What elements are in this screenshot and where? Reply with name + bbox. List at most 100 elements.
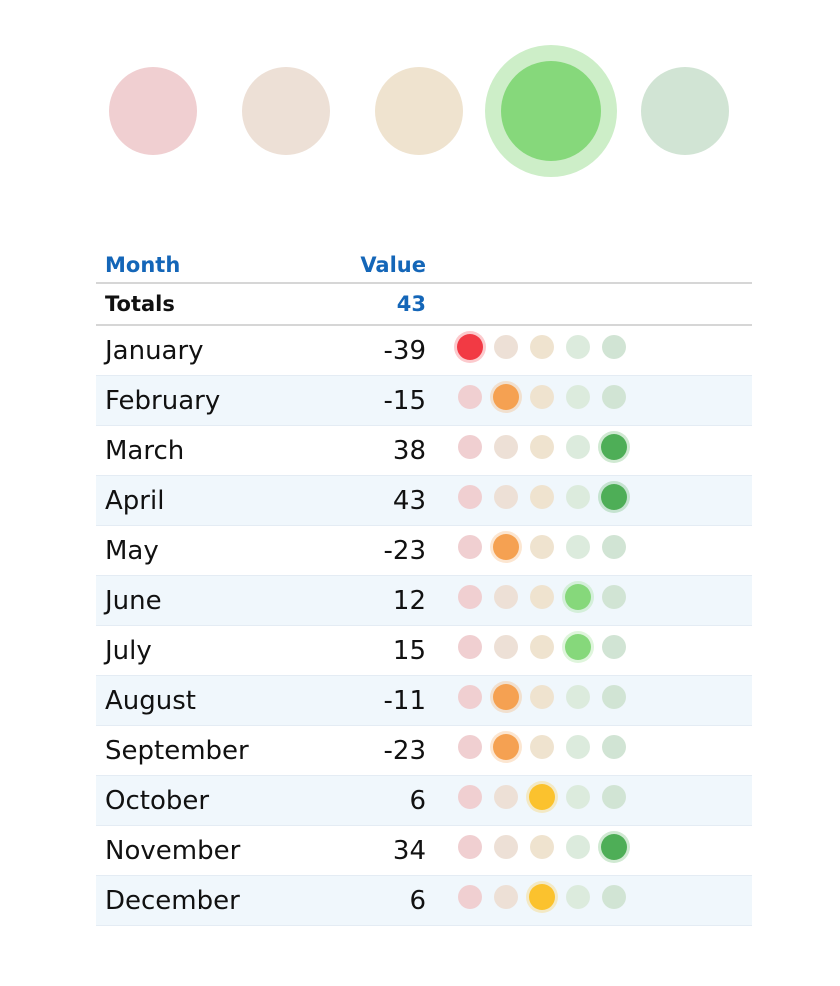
active-bucket-dot [565,634,591,660]
row-bucket-indicator [450,576,650,625]
inactive-bucket-dot [530,635,554,659]
month-cell: August [105,685,196,716]
value-cell: -11 [383,685,426,716]
inactive-bucket-dot [602,735,626,759]
inactive-bucket-dot [602,585,626,609]
month-cell: May [105,535,159,566]
inactive-bucket-dot [602,885,626,909]
row-bucket-indicator [450,426,650,475]
inactive-bucket-dot [458,385,482,409]
inactive-bucket-dot [458,785,482,809]
month-cell: June [105,585,162,616]
value-cell: -23 [383,735,426,766]
table-row: September -23 [96,726,752,776]
inactive-bucket-dot [602,685,626,709]
inactive-bucket-dot [602,535,626,559]
inactive-bucket-dot [530,385,554,409]
row-bucket-indicator [450,876,650,925]
value-cell: 34 [392,835,426,866]
row-bucket-indicator [450,626,650,675]
inactive-bucket-dot [458,735,482,759]
total-bucket-indicator [109,45,729,177]
totals-value: 43 [396,292,426,316]
table-row: December 6 [96,876,752,926]
value-cell: -23 [383,535,426,566]
table-row: November 34 [96,826,752,876]
row-bucket-indicator [450,526,650,575]
active-bucket-dot [601,434,627,460]
inactive-bucket-dot [458,485,482,509]
month-cell: April [105,485,165,516]
inactive-bucket-dot [602,635,626,659]
month-column-header[interactable]: Month [105,253,181,277]
row-bucket-indicator [450,826,650,875]
inactive-bucket-dot [494,835,518,859]
row-bucket-indicator [450,726,650,775]
inactive-bucket-dot [530,535,554,559]
inactive-bucket-dot [458,435,482,459]
inactive-bucket-bubble [375,67,463,155]
inactive-bucket-dot [602,385,626,409]
value-cell: -15 [383,385,426,416]
inactive-bucket-dot [494,435,518,459]
value-cell: -39 [383,335,426,366]
inactive-bucket-bubble [242,67,330,155]
row-bucket-indicator [450,676,650,725]
inactive-bucket-dot [602,335,626,359]
row-bucket-indicator [450,376,650,425]
inactive-bucket-dot [530,735,554,759]
value-cell: 6 [409,785,426,816]
inactive-bucket-dot [530,485,554,509]
table-row: April 43 [96,476,752,526]
table-row: January -39 [96,326,752,376]
inactive-bucket-dot [458,585,482,609]
value-cell: 43 [392,485,426,516]
inactive-bucket-bubble [109,67,197,155]
active-bucket-dot [529,784,555,810]
inactive-bucket-dot [494,885,518,909]
value-column-header[interactable]: Value [360,253,426,277]
inactive-bucket-dot [458,685,482,709]
month-cell: January [105,335,204,366]
inactive-bucket-dot [458,635,482,659]
month-cell: December [105,885,240,916]
row-bucket-indicator [450,326,650,375]
inactive-bucket-dot [566,385,590,409]
table-row: August -11 [96,676,752,726]
inactive-bucket-dot [458,535,482,559]
inactive-bucket-dot [458,835,482,859]
value-cell: 6 [409,885,426,916]
inactive-bucket-dot [494,485,518,509]
inactive-bucket-dot [530,435,554,459]
inactive-bucket-dot [494,785,518,809]
active-bucket-dot [601,834,627,860]
month-cell: July [105,635,152,666]
table-row: February -15 [96,376,752,426]
active-bucket-dot [493,684,519,710]
inactive-bucket-dot [566,535,590,559]
inactive-bucket-dot [566,885,590,909]
month-cell: September [105,735,249,766]
table-row: March 38 [96,426,752,476]
table-row: June 12 [96,576,752,626]
table-row: May -23 [96,526,752,576]
row-bucket-indicator [450,476,650,525]
inactive-bucket-dot [494,635,518,659]
table-header-row: Month Value [96,240,752,284]
totals-row: Totals 43 [96,284,752,326]
value-cell: 15 [392,635,426,666]
inactive-bucket-dot [566,735,590,759]
month-cell: February [105,385,221,416]
inactive-bucket-dot [530,335,554,359]
inactive-bucket-dot [530,585,554,609]
table-body: January -39 February -15 March 38 April 43 May -2… [96,326,752,926]
inactive-bucket-dot [566,435,590,459]
active-bucket-dot [493,734,519,760]
table-row: July 15 [96,626,752,676]
month-cell: November [105,835,241,866]
inactive-bucket-dot [566,485,590,509]
inactive-bucket-dot [458,885,482,909]
active-bucket-dot [493,384,519,410]
active-bucket-dot [601,484,627,510]
inactive-bucket-dot [494,585,518,609]
